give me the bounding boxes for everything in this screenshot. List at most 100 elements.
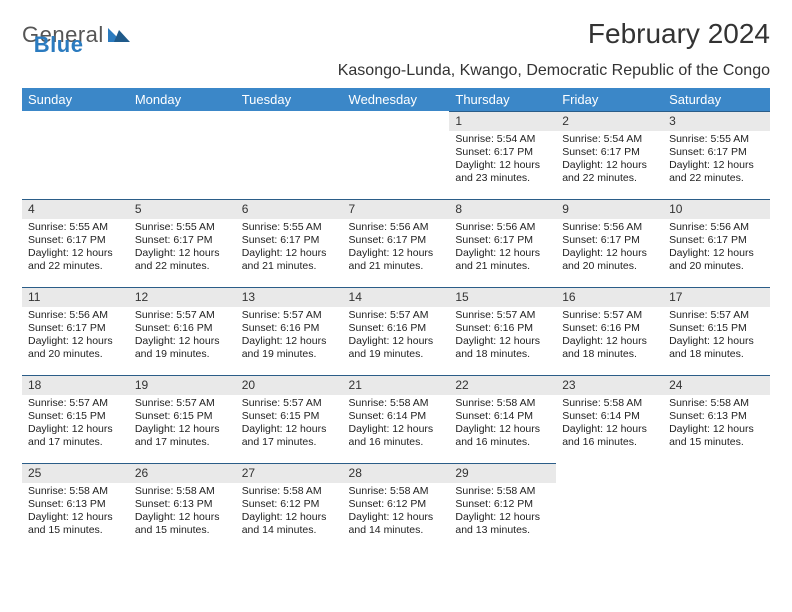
day-number: 16 [556,287,663,307]
col-tuesday: Tuesday [236,88,343,111]
day-number: 13 [236,287,343,307]
col-saturday: Saturday [663,88,770,111]
sunset-text: Sunset: 6:12 PM [349,498,444,511]
col-friday: Friday [556,88,663,111]
sunrise-text: Sunrise: 5:57 AM [349,309,444,322]
sunrise-text: Sunrise: 5:58 AM [242,485,337,498]
sunset-text: Sunset: 6:17 PM [455,234,550,247]
calendar-day-cell [343,111,450,199]
day-number: 9 [556,199,663,219]
calendar-day-cell: 14Sunrise: 5:57 AMSunset: 6:16 PMDayligh… [343,287,450,375]
sunrise-text: Sunrise: 5:57 AM [135,309,230,322]
day-body: Sunrise: 5:58 AMSunset: 6:12 PMDaylight:… [449,483,556,542]
sunset-text: Sunset: 6:13 PM [28,498,123,511]
sunrise-text: Sunrise: 5:58 AM [349,397,444,410]
calendar-day-cell: 20Sunrise: 5:57 AMSunset: 6:15 PMDayligh… [236,375,343,463]
sunrise-text: Sunrise: 5:55 AM [669,133,764,146]
day-number: 11 [22,287,129,307]
calendar-week-row: 25Sunrise: 5:58 AMSunset: 6:13 PMDayligh… [22,463,770,551]
calendar-day-cell: 16Sunrise: 5:57 AMSunset: 6:16 PMDayligh… [556,287,663,375]
day-number: 25 [22,463,129,483]
title-block: February 2024 [588,18,770,50]
day-number: 21 [343,375,450,395]
sunset-text: Sunset: 6:15 PM [669,322,764,335]
calendar-day-cell: 29Sunrise: 5:58 AMSunset: 6:12 PMDayligh… [449,463,556,551]
sunset-text: Sunset: 6:17 PM [669,146,764,159]
calendar-day-cell: 4Sunrise: 5:55 AMSunset: 6:17 PMDaylight… [22,199,129,287]
day-number: 5 [129,199,236,219]
day-body: Sunrise: 5:57 AMSunset: 6:16 PMDaylight:… [449,307,556,366]
day-body: Sunrise: 5:58 AMSunset: 6:13 PMDaylight:… [22,483,129,542]
calendar-day-cell: 27Sunrise: 5:58 AMSunset: 6:12 PMDayligh… [236,463,343,551]
calendar-day-cell: 6Sunrise: 5:55 AMSunset: 6:17 PMDaylight… [236,199,343,287]
daylight-text: Daylight: 12 hours and 22 minutes. [28,247,123,273]
day-body: Sunrise: 5:57 AMSunset: 6:15 PMDaylight:… [663,307,770,366]
day-body: Sunrise: 5:57 AMSunset: 6:15 PMDaylight:… [129,395,236,454]
daylight-text: Daylight: 12 hours and 21 minutes. [349,247,444,273]
sunrise-text: Sunrise: 5:58 AM [349,485,444,498]
day-body: Sunrise: 5:58 AMSunset: 6:14 PMDaylight:… [556,395,663,454]
calendar-day-cell: 12Sunrise: 5:57 AMSunset: 6:16 PMDayligh… [129,287,236,375]
daylight-text: Daylight: 12 hours and 19 minutes. [349,335,444,361]
calendar-day-cell: 23Sunrise: 5:58 AMSunset: 6:14 PMDayligh… [556,375,663,463]
sunrise-text: Sunrise: 5:57 AM [242,397,337,410]
day-body: Sunrise: 5:58 AMSunset: 6:12 PMDaylight:… [343,483,450,542]
day-body: Sunrise: 5:57 AMSunset: 6:16 PMDaylight:… [236,307,343,366]
day-body: Sunrise: 5:58 AMSunset: 6:13 PMDaylight:… [663,395,770,454]
sunset-text: Sunset: 6:17 PM [669,234,764,247]
day-body [663,483,770,489]
day-body: Sunrise: 5:58 AMSunset: 6:13 PMDaylight:… [129,483,236,542]
sunset-text: Sunset: 6:16 PM [135,322,230,335]
daylight-text: Daylight: 12 hours and 22 minutes. [135,247,230,273]
sunset-text: Sunset: 6:16 PM [562,322,657,335]
daylight-text: Daylight: 12 hours and 15 minutes. [28,511,123,537]
daylight-text: Daylight: 12 hours and 19 minutes. [242,335,337,361]
day-number: 7 [343,199,450,219]
daylight-text: Daylight: 12 hours and 16 minutes. [455,423,550,449]
day-body: Sunrise: 5:57 AMSunset: 6:16 PMDaylight:… [343,307,450,366]
calendar-week-row: 11Sunrise: 5:56 AMSunset: 6:17 PMDayligh… [22,287,770,375]
day-number: 28 [343,463,450,483]
sunrise-text: Sunrise: 5:54 AM [455,133,550,146]
sunrise-text: Sunrise: 5:58 AM [669,397,764,410]
day-body: Sunrise: 5:55 AMSunset: 6:17 PMDaylight:… [22,219,129,278]
calendar-day-cell: 10Sunrise: 5:56 AMSunset: 6:17 PMDayligh… [663,199,770,287]
calendar-day-cell: 26Sunrise: 5:58 AMSunset: 6:13 PMDayligh… [129,463,236,551]
calendar-day-cell: 24Sunrise: 5:58 AMSunset: 6:13 PMDayligh… [663,375,770,463]
sunset-text: Sunset: 6:12 PM [455,498,550,511]
calendar-day-cell: 5Sunrise: 5:55 AMSunset: 6:17 PMDaylight… [129,199,236,287]
sunset-text: Sunset: 6:12 PM [242,498,337,511]
sunrise-text: Sunrise: 5:58 AM [135,485,230,498]
col-wednesday: Wednesday [343,88,450,111]
sunrise-text: Sunrise: 5:56 AM [562,221,657,234]
sunset-text: Sunset: 6:15 PM [135,410,230,423]
day-body: Sunrise: 5:55 AMSunset: 6:17 PMDaylight:… [663,131,770,190]
sunrise-text: Sunrise: 5:56 AM [28,309,123,322]
day-number: 15 [449,287,556,307]
calendar-day-cell: 13Sunrise: 5:57 AMSunset: 6:16 PMDayligh… [236,287,343,375]
day-body [236,131,343,137]
sunset-text: Sunset: 6:14 PM [455,410,550,423]
calendar-day-cell: 15Sunrise: 5:57 AMSunset: 6:16 PMDayligh… [449,287,556,375]
day-body [22,131,129,137]
calendar-day-cell [22,111,129,199]
calendar-day-cell: 2Sunrise: 5:54 AMSunset: 6:17 PMDaylight… [556,111,663,199]
calendar-day-cell: 9Sunrise: 5:56 AMSunset: 6:17 PMDaylight… [556,199,663,287]
day-body: Sunrise: 5:56 AMSunset: 6:17 PMDaylight:… [22,307,129,366]
calendar-day-cell [129,111,236,199]
sunrise-text: Sunrise: 5:56 AM [669,221,764,234]
day-body: Sunrise: 5:57 AMSunset: 6:16 PMDaylight:… [129,307,236,366]
sunset-text: Sunset: 6:14 PM [562,410,657,423]
calendar-day-cell: 3Sunrise: 5:55 AMSunset: 6:17 PMDaylight… [663,111,770,199]
daylight-text: Daylight: 12 hours and 16 minutes. [562,423,657,449]
day-number: 22 [449,375,556,395]
calendar-day-cell: 25Sunrise: 5:58 AMSunset: 6:13 PMDayligh… [22,463,129,551]
daylight-text: Daylight: 12 hours and 16 minutes. [349,423,444,449]
daylight-text: Daylight: 12 hours and 15 minutes. [135,511,230,537]
day-body: Sunrise: 5:56 AMSunset: 6:17 PMDaylight:… [343,219,450,278]
calendar-header-row: Sunday Monday Tuesday Wednesday Thursday… [22,88,770,111]
sunset-text: Sunset: 6:13 PM [669,410,764,423]
calendar-day-cell: 7Sunrise: 5:56 AMSunset: 6:17 PMDaylight… [343,199,450,287]
sunrise-text: Sunrise: 5:58 AM [562,397,657,410]
sunset-text: Sunset: 6:17 PM [455,146,550,159]
